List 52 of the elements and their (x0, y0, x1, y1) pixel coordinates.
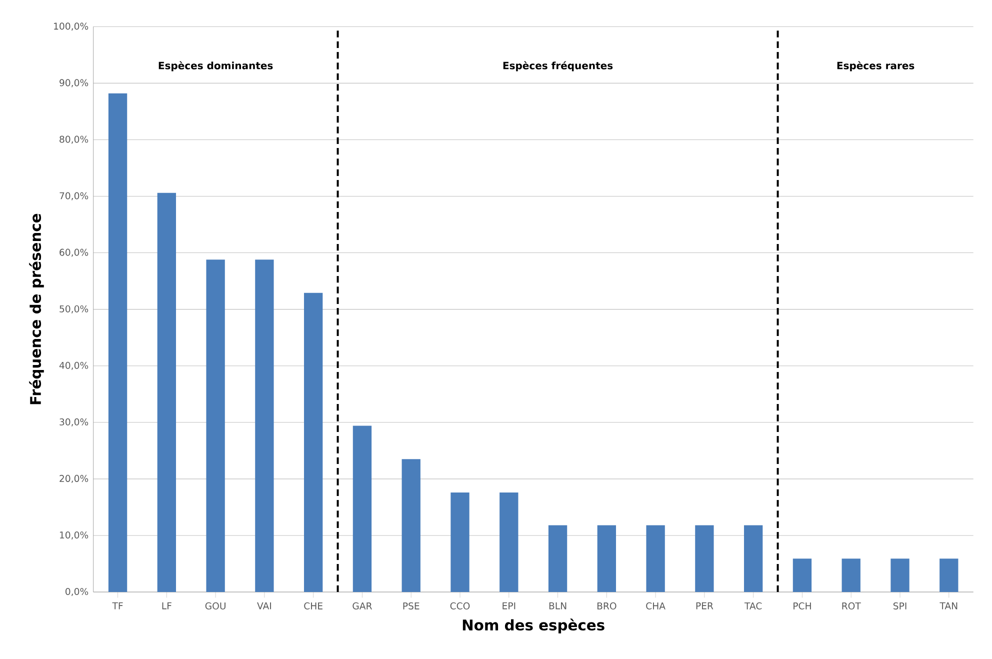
bar (890, 558, 910, 592)
x-tick-label: SPI (893, 602, 906, 610)
annotation: Espèces fréquentes (503, 61, 613, 72)
bar (450, 492, 470, 592)
x-tick-label: GOU (205, 602, 226, 610)
bar (744, 525, 763, 592)
y-tick-label: 30,0% (60, 418, 88, 427)
bar (500, 492, 518, 592)
bar (352, 426, 372, 592)
x-tick-label: LF (162, 602, 172, 610)
x-tick-label: CHA (646, 602, 666, 610)
x-tick-label: PSE (403, 602, 420, 610)
annotation: Espèces rares (837, 61, 914, 72)
x-tick-label: VAI (257, 602, 272, 610)
y-tick-label: 100,0% (54, 22, 88, 31)
bar (695, 525, 714, 592)
y-tick-label: 40,0% (59, 362, 88, 370)
x-tick-label: CCO (450, 602, 470, 610)
bar (597, 525, 616, 592)
y-tick-label: 0,0% (66, 588, 88, 596)
x-tick-label: BRO (597, 602, 616, 610)
x-tick-label: GAR (352, 602, 372, 610)
bar (792, 558, 812, 592)
y-tick-label: 10,0% (60, 532, 88, 540)
y-tick-label: 20,0% (60, 475, 88, 484)
bar (842, 558, 860, 592)
y-tick-label: 50,0% (60, 305, 88, 314)
x-axis-title: Nom des espèces (462, 618, 604, 634)
bar (940, 558, 958, 592)
bar (548, 525, 568, 592)
y-tick-label: 70,0% (60, 192, 88, 200)
bar (157, 193, 176, 592)
bar (304, 293, 323, 592)
bar (255, 260, 274, 592)
x-tick-label: TAC (744, 602, 762, 610)
x-tick-label: PCH (794, 602, 811, 610)
annotation: Espèces dominantes (158, 61, 273, 72)
y-tick-label: 60,0% (60, 248, 88, 257)
x-tick-label: BLN (549, 602, 566, 610)
x-tick-label: ROT (842, 602, 861, 610)
y-tick-label: 90,0% (60, 79, 88, 88)
x-tick-label: TF (112, 602, 123, 610)
bar (206, 260, 225, 592)
y-tick-label: 80,0% (60, 136, 88, 144)
x-tick-label: TAN (940, 602, 958, 610)
x-tick-label: PER (696, 602, 714, 610)
bar (646, 525, 665, 592)
y-axis-title: Fréquence de présence (29, 214, 44, 404)
x-tick-label: CHE (304, 602, 322, 610)
x-tick-label: EPI (502, 602, 516, 610)
bar (402, 459, 420, 592)
bar (108, 94, 128, 592)
